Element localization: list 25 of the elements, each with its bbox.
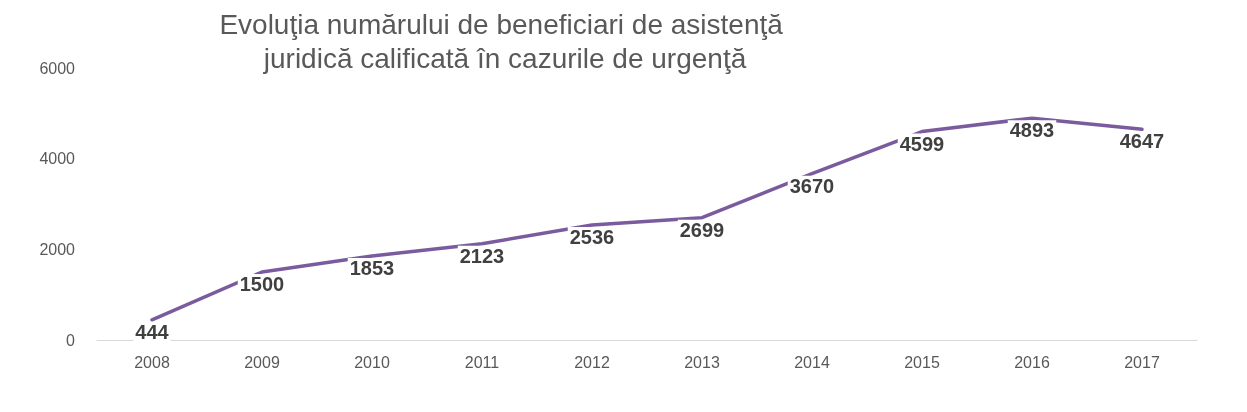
x-tick-label: 2016: [1014, 353, 1050, 371]
y-tick-label: 2000: [39, 240, 76, 258]
data-label: 4893: [1009, 119, 1055, 142]
x-tick-label: 2017: [1124, 353, 1160, 371]
chart-title: Evoluţia numărului de beneficiari de asistenţă juridică calificată în cazurile de urgenţă: [219, 8, 791, 74]
data-label: 4647: [1119, 130, 1165, 153]
data-label: 2536: [569, 226, 615, 249]
data-label: 1853: [349, 257, 395, 279]
data-label: 4599: [899, 132, 945, 155]
x-tick-label: 2010: [354, 353, 390, 371]
x-tick-label: 2009: [244, 353, 280, 371]
x-tick-label: 2011: [464, 353, 500, 371]
y-tick-label: 6000: [39, 59, 76, 77]
x-tick-label: 2014: [794, 353, 830, 371]
data-label: 2123: [459, 244, 505, 267]
data-label: 1500: [239, 273, 285, 295]
y-tick-label: 0: [66, 331, 76, 349]
x-tick-label: 2012: [574, 353, 610, 371]
data-label: 2699: [679, 218, 725, 241]
x-tick-label: 2015: [904, 353, 940, 371]
data-label: 444: [135, 320, 170, 343]
data-label: 3670: [789, 174, 835, 197]
y-tick-label: 4000: [39, 150, 76, 168]
x-tick-label: 2008: [134, 353, 170, 371]
x-tick-label: 2013: [684, 353, 720, 371]
